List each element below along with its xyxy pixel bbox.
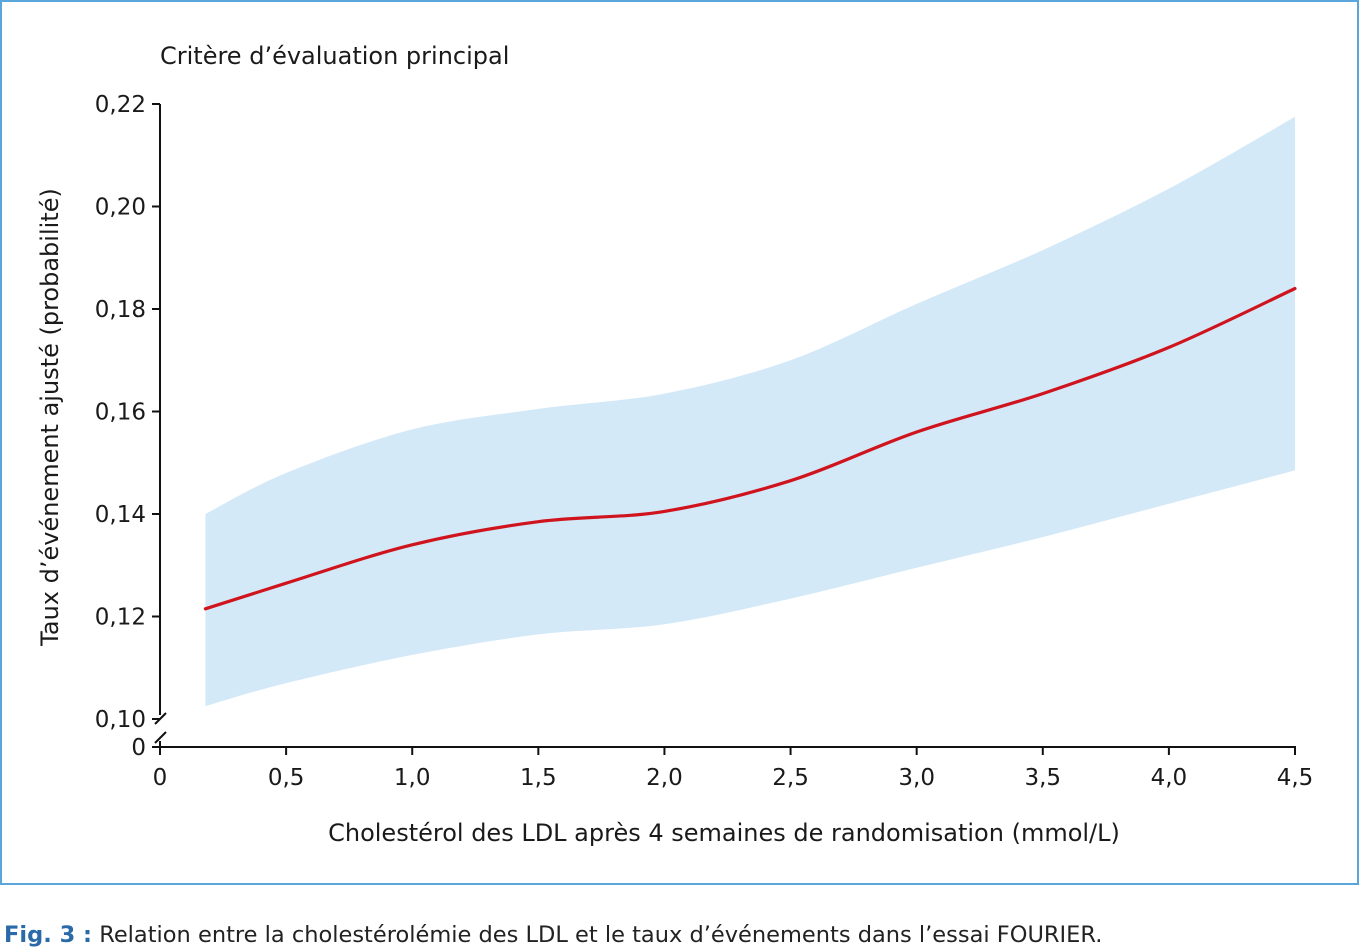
y-axis-break-mark	[154, 731, 167, 744]
x-tick-label: 0	[153, 765, 168, 791]
y-origin-label: 0	[131, 735, 146, 761]
y-tick-label: 0,22	[95, 92, 146, 118]
line-chart: 0,10 0,12 0,14 0,16 0,18 0,20 0,22 00 0,5 1,0 1,5 2…	[36, 42, 1314, 847]
y-tick-label: 0,10	[95, 707, 146, 733]
tick-label-layer: 0,10 0,12 0,14 0,16 0,18 0,20 0,22 00 0,5 1,0 1,5 2…	[95, 92, 1314, 791]
x-tick-label: 0,5	[268, 765, 305, 791]
figure-caption: Fig. 3 : Relation entre la cholestérolém…	[4, 922, 1102, 948]
axes-layer	[152, 103, 1296, 755]
series-line	[203, 286, 1297, 611]
x-tick-label: 1,0	[394, 765, 431, 791]
y-tick-label: 0,16	[95, 400, 146, 426]
y-tick-label: 0,12	[95, 605, 146, 631]
confidence-band-layer	[205, 116, 1295, 707]
y-axis-break-mark	[154, 712, 167, 725]
y-axis-title: Taux d’événement ajusté (probabilité)	[36, 188, 64, 647]
chart-title: Critère d’évaluation principal	[160, 42, 509, 70]
y-tick-label: 0,18	[95, 297, 146, 323]
x-tick-label: 3,5	[1024, 765, 1061, 791]
confidence-band	[205, 116, 1295, 707]
y-tick-label: 0,14	[95, 502, 146, 528]
x-tick-label: 3,0	[898, 765, 935, 791]
x-tick-label: 1,5	[520, 765, 557, 791]
figure-caption-text: Relation entre la cholestérolémie des LD…	[92, 922, 1103, 948]
x-tick-label: 2,5	[772, 765, 809, 791]
x-axis-title: Cholestérol des LDL après 4 semaines de …	[328, 819, 1120, 847]
series-line-layer	[203, 286, 1297, 611]
x-tick-label: 4,0	[1151, 765, 1188, 791]
y-tick-label: 0,20	[95, 195, 146, 221]
x-tick-label: 2,0	[646, 765, 683, 791]
figure-caption-label: Fig. 3 :	[4, 922, 93, 948]
x-tick-label: 4,5	[1277, 765, 1314, 791]
chart-frame: 0,10 0,12 0,14 0,16 0,18 0,20 0,22 0 0 0,5 1,0 1,5 2…	[0, 0, 1359, 885]
